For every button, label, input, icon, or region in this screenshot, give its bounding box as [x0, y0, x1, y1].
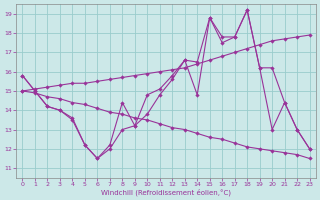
X-axis label: Windchill (Refroidissement éolien,°C): Windchill (Refroidissement éolien,°C) — [101, 188, 231, 196]
